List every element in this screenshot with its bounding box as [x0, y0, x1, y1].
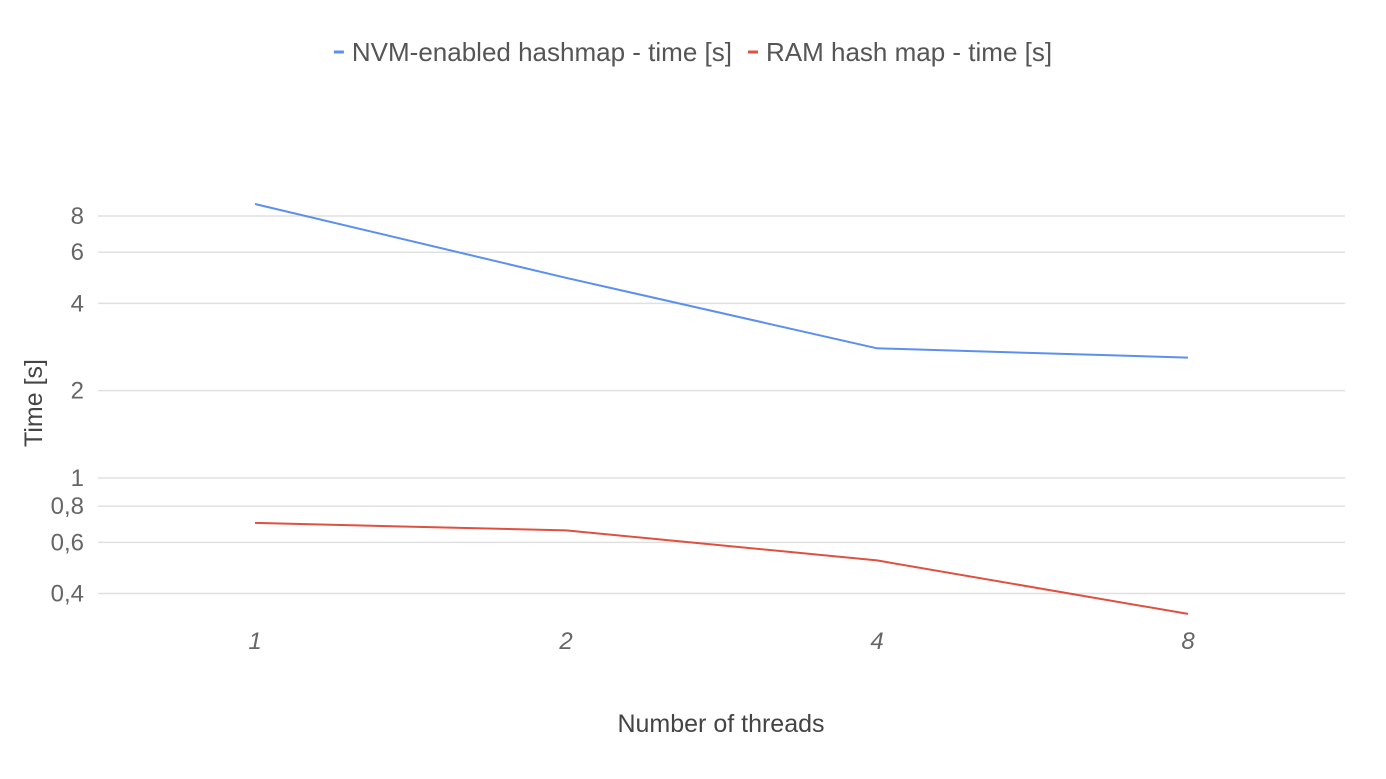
- legend: NVM-enabled hashmap - time [s] RAM hash m…: [333, 37, 1052, 67]
- y-tick-label: 0,4: [51, 580, 84, 607]
- legend-item: RAM hash map - time [s]: [748, 37, 1052, 67]
- series-line-1: [254, 521, 1189, 615]
- y-tick-label: 0,8: [51, 493, 84, 520]
- x-tick-label: 4: [870, 628, 883, 655]
- y-tick-label: 8: [71, 203, 84, 230]
- x-tick-label: 8: [1181, 628, 1195, 655]
- y-axis-ticks: 0,4 0,6 0,81 2 4 6 8: [51, 203, 84, 607]
- y-tick-label: 0,6: [51, 529, 84, 556]
- grid: [98, 215, 1345, 595]
- y-axis-title: Time [s]: [20, 359, 48, 447]
- y-tick-label: 6: [71, 239, 84, 266]
- y-tick-label: 1: [71, 465, 84, 492]
- y-tick-label: 4: [71, 290, 84, 317]
- y-tick-label: 2: [71, 378, 84, 405]
- legend-item: NVM-enabled hashmap - time [s]: [333, 37, 732, 67]
- x-axis-ticks: 1 2 4 8: [248, 628, 1195, 655]
- x-axis-title: Number of threads: [617, 710, 824, 738]
- series-lines: [254, 203, 1189, 615]
- x-tick-label: 2: [558, 628, 572, 655]
- x-tick-label: 1: [248, 628, 261, 655]
- series-line-0: [254, 203, 1189, 359]
- legend-label: NVM-enabled hashmap - time [s]: [352, 37, 732, 67]
- legend-label: RAM hash map - time [s]: [766, 37, 1052, 67]
